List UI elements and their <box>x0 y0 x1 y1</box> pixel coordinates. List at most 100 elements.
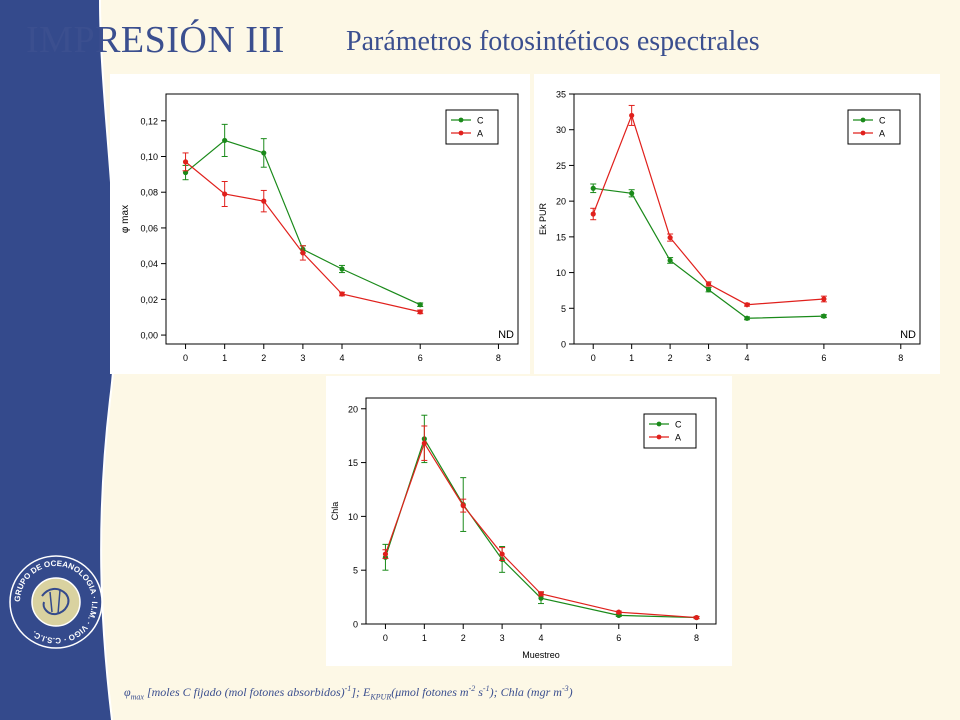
data-point-A <box>300 250 306 256</box>
ek-symbol: E <box>359 685 371 699</box>
x-axis-label: Muestreo <box>522 650 560 660</box>
ek-sup2: -1 <box>482 684 490 693</box>
footnote: φmax [moles C fijado (mol fotones absorb… <box>124 684 573 701</box>
y-tick-label: 0,06 <box>140 223 158 233</box>
chart-panel-ekpur: 0 5 10 15 20 25 30 35 0 1 2 3 4 6 8 Ek PUR ND C A <box>534 74 940 374</box>
legend-label-A: A <box>879 129 885 139</box>
ek-sup1: -2 <box>468 684 476 693</box>
data-point-A <box>182 159 189 165</box>
y-tick-label: 0,10 <box>140 152 158 162</box>
data-point-C <box>705 287 712 293</box>
legend-marker-C <box>458 117 464 123</box>
data-point-A <box>460 503 466 509</box>
y-tick-label: 0 <box>561 340 566 350</box>
chart-panel-phimax: 0,00 0,02 0,04 0,06 0,08 0,10 0,12 0 1 2 3 4 6 8 φ max… <box>110 74 530 374</box>
phi-sup: -1 <box>344 684 352 693</box>
y-tick-label: 5 <box>353 566 358 576</box>
data-point-A <box>421 440 427 446</box>
data-point-A <box>629 112 635 119</box>
y-tick-label: 0 <box>353 620 358 630</box>
legend-marker-A <box>458 130 464 136</box>
y-tick-label: 20 <box>556 197 566 207</box>
y-axis-label: Ek PUR <box>538 203 548 236</box>
legend-label-C: C <box>675 420 682 430</box>
data-point-A <box>538 591 544 597</box>
y-tick-label: 15 <box>556 232 566 242</box>
data-point-A <box>821 296 827 302</box>
y-tick-label: 10 <box>348 512 358 522</box>
data-point-C <box>667 257 673 264</box>
legend-marker-A <box>860 130 866 136</box>
data-point-A <box>499 551 505 557</box>
chla-desc: (mgr m <box>523 685 562 699</box>
x-tick-label: 6 <box>821 353 826 363</box>
data-point-A <box>693 614 700 621</box>
y-axis-label: φ max <box>120 205 131 233</box>
data-point-C <box>417 302 423 308</box>
sidebar-decoration <box>0 0 118 720</box>
data-point-A <box>705 281 712 287</box>
data-point-C <box>339 266 345 272</box>
data-point-C <box>538 595 544 601</box>
data-point-C <box>744 315 750 321</box>
data-point-A <box>417 309 423 315</box>
data-point-A <box>261 198 267 204</box>
y-tick-label: 0,08 <box>140 188 158 198</box>
x-tick-label: 1 <box>629 353 634 363</box>
y-tick-label: 5 <box>561 304 566 314</box>
chart-phimax: 0,00 0,02 0,04 0,06 0,08 0,10 0,12 0 1 2 3 4 6 8 φ max… <box>120 93 519 363</box>
x-tick-label: 3 <box>300 353 305 363</box>
x-tick-label: 8 <box>496 353 501 363</box>
ek-desc: (μmol fotones m <box>391 685 469 699</box>
x-tick-label: 6 <box>418 353 423 363</box>
series-line-C <box>185 139 421 306</box>
y-tick-label: 0,12 <box>140 116 158 126</box>
ek-end: ); <box>489 685 501 699</box>
series-line-C <box>593 187 824 319</box>
data-point-A <box>222 191 228 197</box>
data-point-C <box>629 190 635 196</box>
chart-ekpur: 0 5 10 15 20 25 30 35 0 1 2 3 4 6 8 Ek PUR ND CA <box>538 90 921 363</box>
data-point-C <box>821 313 827 319</box>
legend-box <box>445 109 499 145</box>
x-tick-label: 4 <box>744 353 749 363</box>
y-tick-label: 35 <box>556 90 566 100</box>
y-tick-label: 30 <box>556 125 566 135</box>
x-tick-label: 4 <box>339 353 344 363</box>
phi-end: ]; <box>351 685 360 699</box>
y-tick-label: 10 <box>556 268 566 278</box>
page-subtitle: Parámetros fotosintéticos espectrales <box>346 26 760 57</box>
x-tick-label: 2 <box>461 633 466 643</box>
x-tick-label: 8 <box>898 353 903 363</box>
legend-marker-C <box>656 421 662 427</box>
chart-chla: 0 5 10 15 20 0 1 2 3 4 6 8 Chla Muestreo CA <box>330 397 717 660</box>
x-tick-label: 0 <box>591 353 596 363</box>
x-tick-label: 1 <box>222 353 227 363</box>
series-line-C <box>384 437 697 619</box>
x-tick-label: 2 <box>261 353 266 363</box>
x-tick-label: 8 <box>694 633 699 643</box>
x-tick-label: 0 <box>383 633 388 643</box>
x-tick-label: 1 <box>422 633 427 643</box>
ek-sub: KPUR <box>370 692 392 702</box>
nd-annotation: ND <box>900 329 916 341</box>
y-tick-label: 20 <box>348 404 358 414</box>
data-point-A <box>339 291 345 297</box>
oceanology-logo: GRUPO DE OCEANOLOGIA · I.I.M. · VIGO · C… <box>9 555 103 649</box>
y-tick-label: 0,02 <box>140 295 158 305</box>
ek-mid: s <box>475 685 483 699</box>
legend-label-A: A <box>477 129 483 139</box>
data-point-A <box>616 609 622 615</box>
nd-annotation: ND <box>498 329 514 341</box>
y-tick-label: 0,00 <box>140 331 158 341</box>
y-axis-label: Chla <box>330 502 340 521</box>
data-point-C <box>261 150 267 156</box>
phi-desc: [moles C fijado (mol fotones absorbidos) <box>143 685 345 699</box>
legend-label-C: C <box>477 116 484 126</box>
data-point-A <box>744 302 750 308</box>
legend-box <box>847 109 901 145</box>
data-point-A <box>590 211 596 217</box>
data-point-A <box>382 551 389 557</box>
phi-symbol: φ <box>124 685 131 699</box>
data-point-C <box>590 185 596 191</box>
